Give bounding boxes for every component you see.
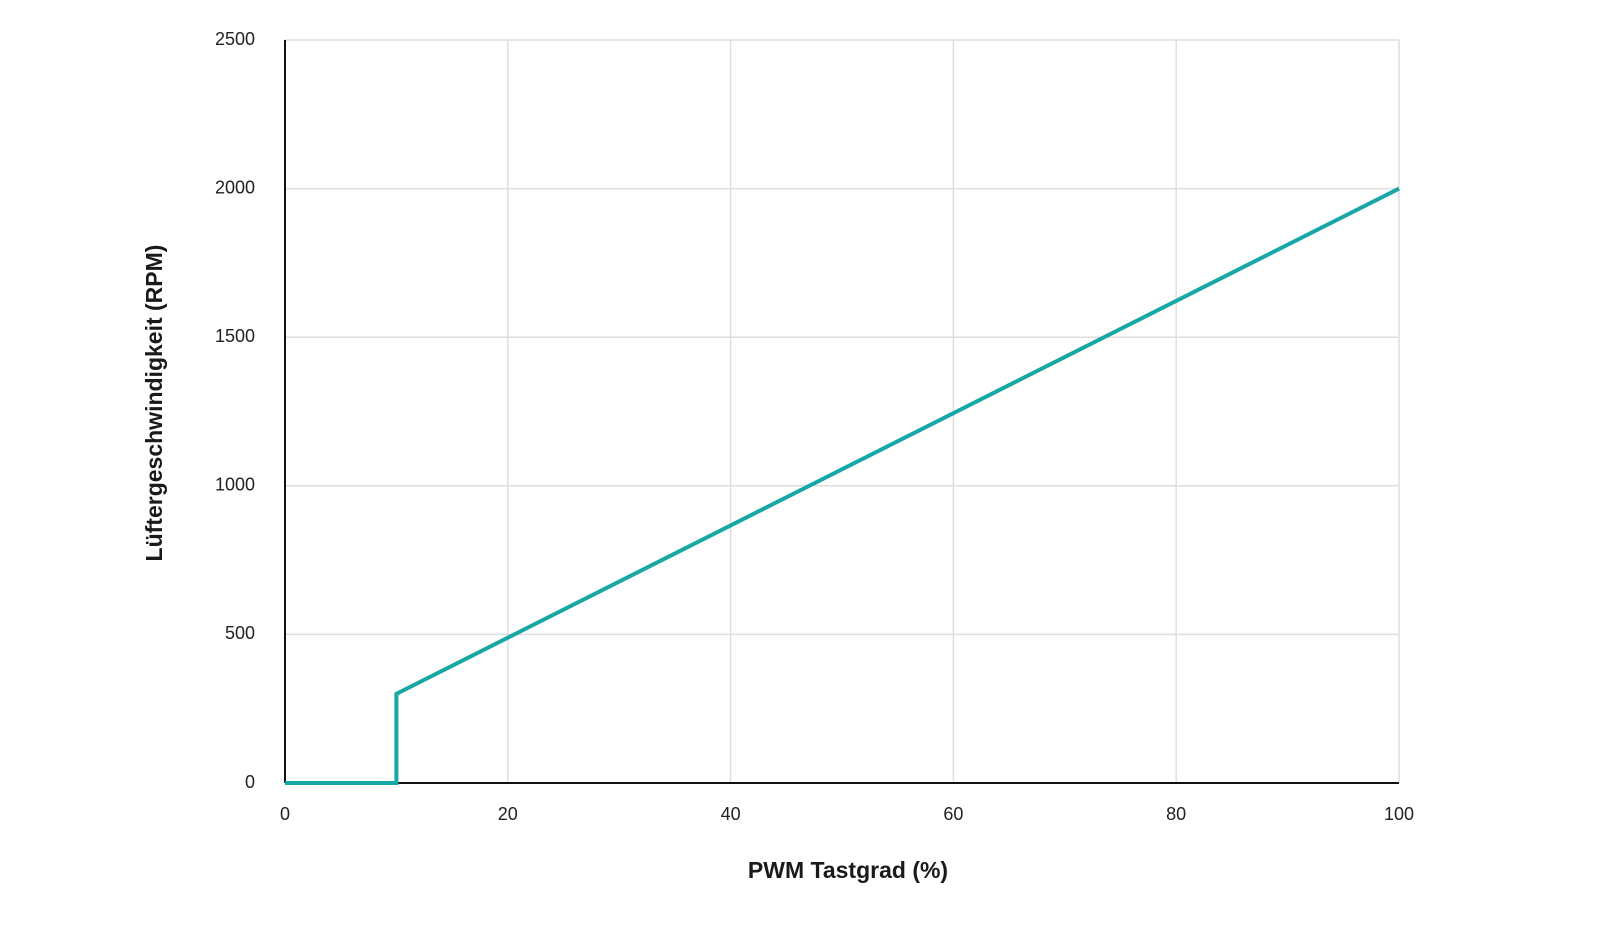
x-tick-label: 80	[1166, 804, 1186, 824]
x-tick-label: 20	[498, 804, 518, 824]
y-tick-label: 2000	[215, 177, 255, 197]
x-tick-label: 100	[1384, 804, 1414, 824]
y-tick-label: 2500	[215, 29, 255, 49]
data-line	[285, 186, 1400, 785]
x-tick-label: 40	[721, 804, 741, 824]
y-tick-label: 1500	[215, 326, 255, 346]
y-tick-label: 1000	[215, 475, 255, 495]
y-tick-label: 500	[225, 623, 255, 643]
x-tick-label: 0	[280, 804, 290, 824]
y-axis-title: Lüftergeschwindigkeit (RPM)	[141, 245, 167, 562]
x-tick-label: 60	[943, 804, 963, 824]
y-tick-label: 0	[245, 772, 255, 792]
x-axis-title: PWM Tastgrad (%)	[748, 857, 948, 883]
